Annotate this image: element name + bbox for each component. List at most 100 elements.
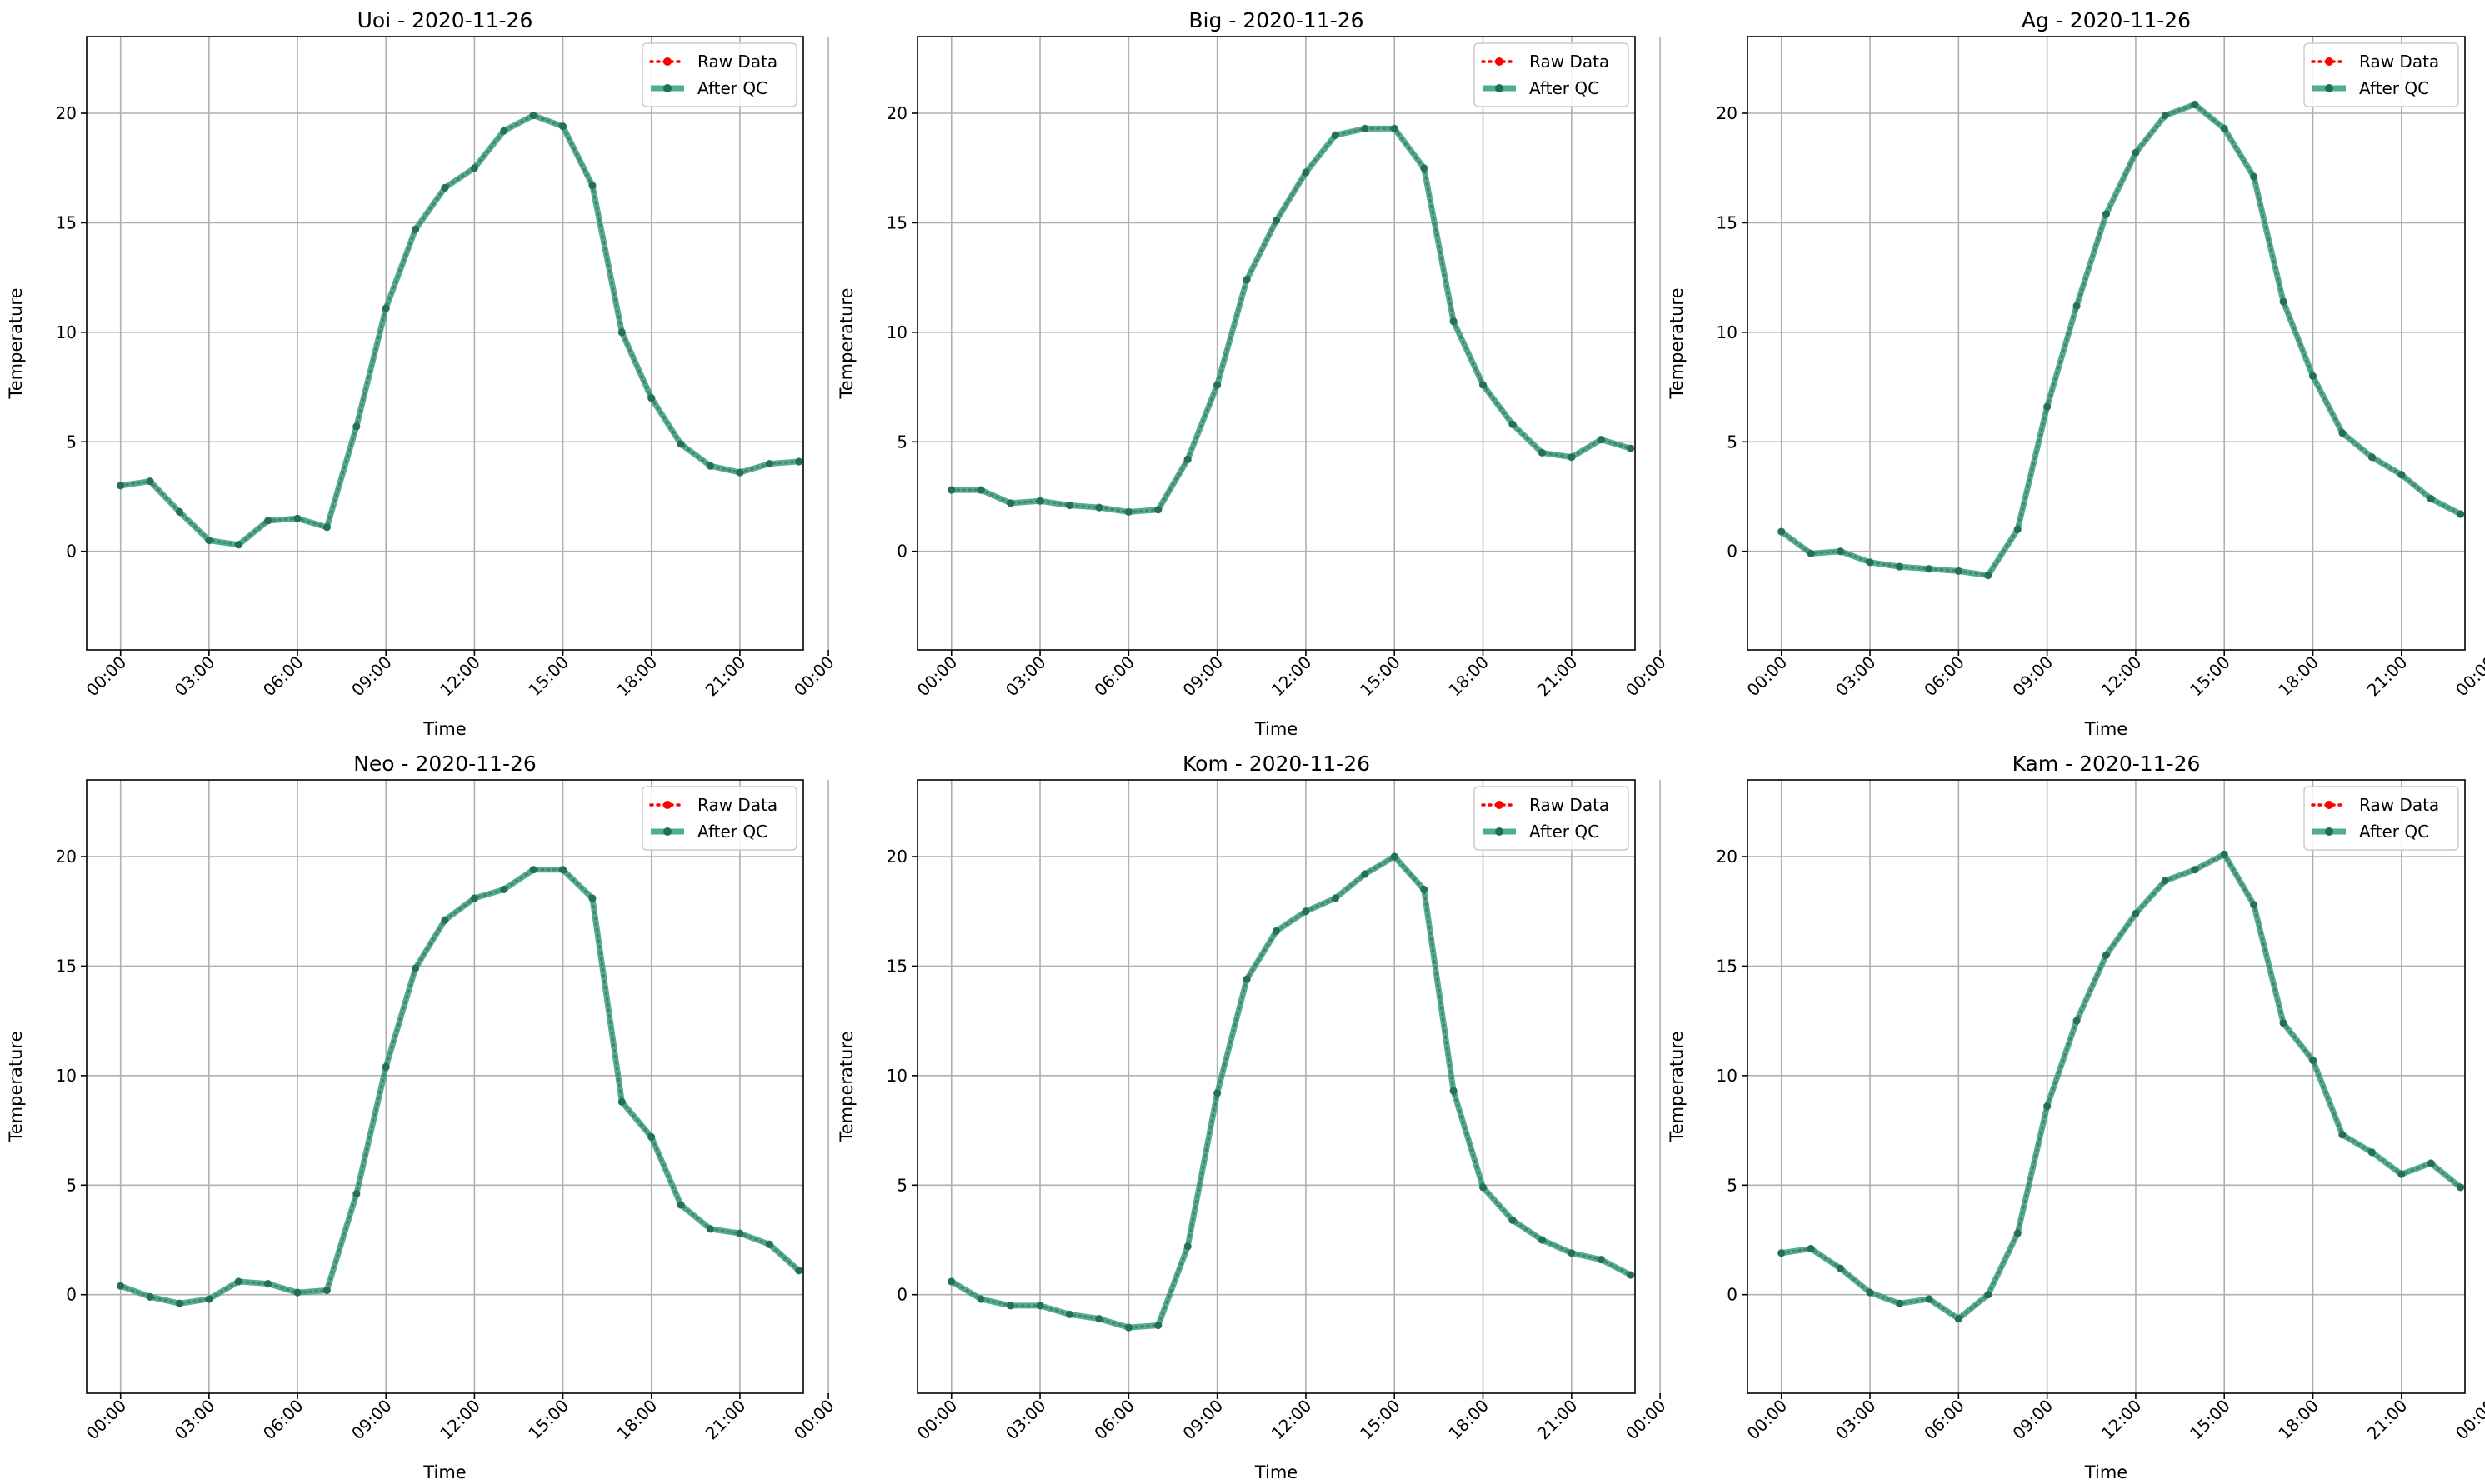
- legend-marker-raw: [1495, 801, 1503, 809]
- data-point-qc: [1124, 507, 1132, 517]
- y-tick-label: 0: [1727, 542, 1738, 562]
- x-tick-label: 12:00: [436, 1396, 484, 1444]
- data-point-qc: [1007, 1302, 1015, 1310]
- subplot-5: 0 5 10 15 20 00:00 03:00 06:00 09:00 12:00 15:00 18…: [837, 752, 1670, 1482]
- y-tick-label: 5: [1727, 432, 1738, 452]
- x-tick-label: 21:00: [1533, 1396, 1582, 1444]
- x-tick-label: 15:00: [524, 1396, 572, 1444]
- data-point-qc: [1242, 276, 1251, 284]
- legend-label-raw: Raw Data: [698, 795, 778, 815]
- data-point-qc: [322, 523, 332, 532]
- data-point-qc: [175, 1299, 184, 1307]
- data-point-qc: [1183, 1242, 1192, 1251]
- x-tick-label: 21:00: [2363, 1396, 2412, 1444]
- legend-marker-raw: [663, 801, 672, 809]
- x-tick-label: 12:00: [2098, 1396, 2146, 1444]
- data-point-qc: [795, 457, 803, 466]
- x-tick-label: 18:00: [1444, 652, 1492, 701]
- data-point-qc: [529, 866, 538, 874]
- data-point-qc: [352, 422, 361, 431]
- data-point-qc: [1778, 527, 1786, 536]
- data-point-qc: [648, 394, 656, 402]
- series-line-raw-data: [950, 127, 1632, 513]
- series-line-after-qc: [118, 112, 802, 548]
- data-point-qc: [117, 482, 125, 490]
- data-point-qc: [1302, 907, 1310, 916]
- data-point-qc: [558, 122, 568, 131]
- y-tick-label: 5: [897, 1175, 908, 1195]
- data-point-qc: [117, 1282, 125, 1290]
- data-point-qc: [2368, 1148, 2376, 1157]
- x-tick-label: 09:00: [1178, 1396, 1227, 1444]
- data-point-qc: [2043, 1102, 2052, 1111]
- x-tick-label: 12:00: [2098, 652, 2146, 701]
- data-point-qc: [1837, 1264, 1845, 1272]
- y-axis-label: Temperature: [837, 287, 857, 399]
- subplot-6: 0 5 10 15 20 00:00 03:00 06:00 09:00 12:00 15:00 18…: [1667, 752, 2485, 1482]
- y-tick-label: 10: [56, 322, 77, 342]
- data-point-qc: [1925, 565, 1933, 573]
- y-tick-label: 0: [1727, 1285, 1738, 1305]
- x-tick-label: 18:00: [2274, 652, 2322, 701]
- x-tick-label: 21:00: [2363, 652, 2412, 701]
- x-tick-label: 21:00: [702, 652, 750, 701]
- x-tick-label: 15:00: [2186, 1396, 2234, 1444]
- legend: Raw Data After QC: [642, 786, 798, 851]
- chart-title: Neo - 2020-11-26: [353, 752, 537, 776]
- data-point-qc: [648, 1132, 656, 1142]
- data-point-qc: [234, 541, 242, 549]
- data-point-qc: [441, 183, 449, 192]
- plot-frame: [86, 779, 804, 1394]
- x-tick-label: 00:00: [1622, 652, 1670, 701]
- legend-label-raw: Raw Data: [1529, 795, 1609, 815]
- legend-label-qc: After QC: [698, 78, 768, 98]
- data-point-qc: [2161, 877, 2169, 885]
- x-tick-label: 09:00: [348, 1396, 396, 1444]
- x-tick-label: 09:00: [2008, 652, 2057, 701]
- x-axis-label: Time: [2084, 719, 2128, 739]
- data-point-qc: [352, 1190, 361, 1198]
- legend-marker-qc: [663, 84, 672, 92]
- data-point-qc: [205, 536, 213, 545]
- x-tick-label: 21:00: [702, 1396, 750, 1444]
- subplot-4: 0 5 10 15 20 00:00 03:00 06:00 09:00 12:00 15:00 18…: [6, 752, 838, 1482]
- data-point-qc: [706, 462, 715, 470]
- x-axis-label: Time: [2084, 1462, 2128, 1482]
- legend-marker-raw: [2325, 57, 2333, 66]
- data-point-qc: [322, 1286, 332, 1295]
- legend-marker-raw: [1495, 57, 1503, 66]
- data-point-qc: [2220, 124, 2228, 132]
- data-point-qc: [1065, 501, 1074, 510]
- data-point-qc: [1925, 1295, 1933, 1303]
- legend: Raw Data After QC: [1473, 42, 1629, 107]
- data-point-qc: [146, 1292, 154, 1301]
- x-tick-label: 06:00: [1920, 1396, 1968, 1444]
- data-point-qc: [382, 304, 390, 312]
- x-tick-label: 18:00: [2274, 1396, 2322, 1444]
- data-point-qc: [441, 916, 449, 924]
- data-point-qc: [558, 866, 568, 874]
- data-point-qc: [1390, 124, 1398, 132]
- series-line-after-qc: [118, 867, 802, 1307]
- x-tick-label: 18:00: [1444, 1396, 1492, 1444]
- y-tick-label: 20: [887, 847, 908, 867]
- data-point-qc: [948, 1277, 956, 1286]
- data-point-qc: [1183, 455, 1192, 463]
- data-point-qc: [2191, 866, 2199, 874]
- y-axis-label: Temperature: [1667, 1031, 1687, 1142]
- data-point-qc: [1984, 572, 1992, 580]
- x-tick-label: 00:00: [1743, 652, 1792, 701]
- series-line-after-qc: [1778, 851, 2464, 1322]
- data-point-qc: [2220, 850, 2228, 858]
- data-point-qc: [1095, 503, 1103, 512]
- data-point-qc: [2161, 112, 2169, 120]
- subplot-1: 0 5 10 15 20 00:00 03:00 06:00 09:00 12:00 15:00 18…: [6, 8, 838, 739]
- data-point-qc: [765, 459, 773, 468]
- y-tick-label: 20: [56, 847, 77, 867]
- data-point-qc: [470, 894, 478, 902]
- data-point-qc: [1954, 567, 1962, 575]
- x-tick-label: 03:00: [1002, 652, 1050, 701]
- data-point-qc: [1508, 1216, 1517, 1224]
- data-point-qc: [1538, 448, 1546, 457]
- y-tick-label: 5: [1727, 1175, 1738, 1195]
